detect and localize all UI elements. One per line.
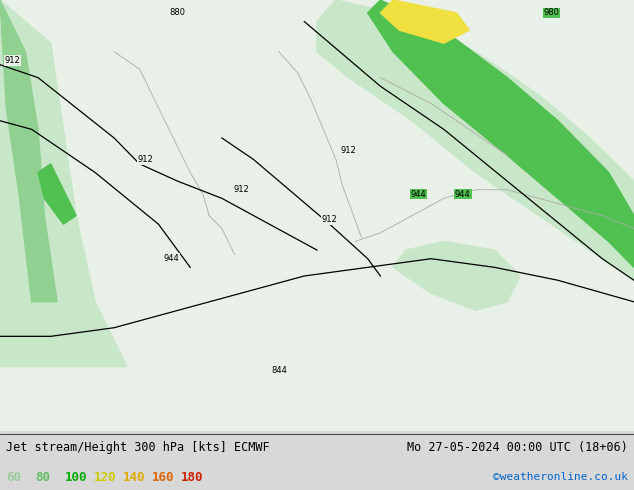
Polygon shape bbox=[38, 164, 76, 224]
Text: 80: 80 bbox=[36, 470, 51, 484]
Polygon shape bbox=[393, 242, 520, 311]
Text: 912: 912 bbox=[341, 147, 356, 155]
Text: 60: 60 bbox=[6, 470, 22, 484]
Text: 944: 944 bbox=[411, 190, 426, 198]
Text: Mo 27-05-2024 00:00 UTC (18+06): Mo 27-05-2024 00:00 UTC (18+06) bbox=[407, 441, 628, 454]
Text: 912: 912 bbox=[322, 216, 337, 224]
Text: 912: 912 bbox=[138, 155, 153, 164]
Polygon shape bbox=[368, 0, 634, 268]
Text: ©weatheronline.co.uk: ©weatheronline.co.uk bbox=[493, 472, 628, 482]
Text: 912: 912 bbox=[233, 185, 249, 194]
Text: 844: 844 bbox=[271, 367, 287, 375]
Text: 180: 180 bbox=[181, 470, 204, 484]
Text: 160: 160 bbox=[152, 470, 174, 484]
Text: 120: 120 bbox=[94, 470, 116, 484]
Text: Jet stream/Height 300 hPa [kts] ECMWF: Jet stream/Height 300 hPa [kts] ECMWF bbox=[6, 441, 270, 454]
Polygon shape bbox=[317, 0, 634, 280]
Polygon shape bbox=[0, 0, 57, 302]
Polygon shape bbox=[0, 0, 127, 367]
Text: 880: 880 bbox=[169, 8, 186, 18]
Text: 140: 140 bbox=[123, 470, 145, 484]
Text: 944: 944 bbox=[455, 190, 470, 198]
Text: 980: 980 bbox=[543, 8, 560, 18]
Text: 912: 912 bbox=[5, 56, 20, 65]
Text: 944: 944 bbox=[164, 254, 179, 263]
Text: 100: 100 bbox=[65, 470, 87, 484]
Polygon shape bbox=[380, 0, 469, 43]
